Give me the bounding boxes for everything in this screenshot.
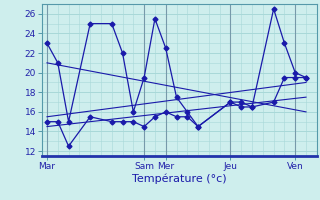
X-axis label: Température (°c): Température (°c) bbox=[132, 173, 227, 184]
